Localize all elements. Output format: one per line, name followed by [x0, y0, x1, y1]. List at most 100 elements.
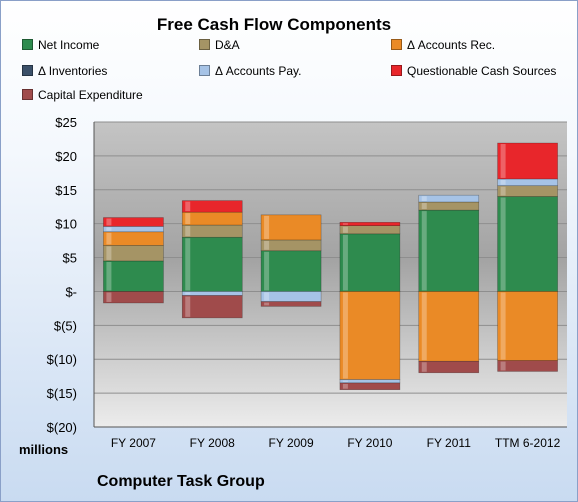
- bar-segment: [103, 231, 164, 246]
- bar-segment: [103, 260, 164, 292]
- x-tick-label: FY 2009: [269, 436, 314, 450]
- y-tick-label: $25: [55, 115, 77, 130]
- bar-highlight: [342, 383, 348, 389]
- y-tick-label: $20: [55, 149, 77, 164]
- bar-highlight: [264, 292, 270, 301]
- bar-segment: [339, 222, 401, 227]
- bar-segment: [497, 196, 558, 292]
- plot-background: [94, 122, 567, 427]
- chart-title: Free Cash Flow Components: [156, 15, 392, 34]
- bar-highlight: [421, 362, 427, 372]
- bar-segment: [260, 250, 322, 292]
- bar-segment: [103, 217, 164, 227]
- legend-swatch: [22, 89, 33, 100]
- bar-highlight: [500, 197, 506, 291]
- legend-swatch: [22, 65, 33, 76]
- bar-highlight: [185, 213, 191, 225]
- bar-highlight: [500, 292, 506, 360]
- bar-highlight: [185, 292, 191, 295]
- y-tick-label: $-: [65, 284, 77, 299]
- legend-swatch: [22, 39, 33, 50]
- bar-highlight: [264, 251, 270, 291]
- bar-highlight: [106, 218, 112, 226]
- legend-label: Questionable Cash Sources: [407, 64, 557, 78]
- bar-segment: [260, 291, 322, 302]
- bar-segment: [418, 291, 480, 362]
- legend-item: Questionable Cash Sources: [391, 64, 556, 78]
- bar-highlight: [500, 179, 506, 185]
- bar-segment: [103, 291, 164, 304]
- bar-highlight: [264, 302, 270, 306]
- legend-item: Net Income: [22, 38, 99, 52]
- y-tick-label: $(5): [54, 318, 77, 333]
- bar-highlight: [421, 202, 427, 210]
- legend-swatch: [391, 39, 402, 50]
- bar-segment: [339, 225, 401, 235]
- legend-label: Δ Accounts Pay.: [215, 64, 302, 78]
- legend-swatch: [199, 39, 210, 50]
- legend-swatch: [199, 65, 210, 76]
- bar-segment: [418, 194, 480, 203]
- bar-segment: [497, 185, 558, 197]
- x-tick-label: FY 2008: [190, 436, 235, 450]
- y-tick-label: $(15): [47, 386, 77, 401]
- legend-item: Δ Accounts Rec.: [391, 38, 495, 52]
- bar-highlight: [500, 361, 506, 371]
- bar-highlight: [185, 238, 191, 291]
- bar-segment: [181, 200, 243, 213]
- bar-highlight: [421, 292, 427, 361]
- legend-label: Net Income: [38, 38, 100, 52]
- x-tick-label: FY 2007: [111, 436, 156, 450]
- y-tick-label: $10: [55, 217, 77, 232]
- bar-segment: [418, 209, 480, 292]
- bar-segment: [181, 224, 243, 238]
- x-tick-label: FY 2010: [347, 436, 392, 450]
- bar-segment: [181, 211, 243, 226]
- bar-segment: [418, 201, 480, 211]
- bar-segment: [497, 291, 558, 361]
- bar-segment: [339, 382, 401, 391]
- legend-swatch: [391, 65, 402, 76]
- bar-segment: [339, 233, 401, 292]
- legend-item: D&A: [199, 38, 240, 52]
- bar-segment: [418, 360, 480, 374]
- y-tick-label: $5: [63, 251, 77, 266]
- bar-segment: [497, 142, 558, 180]
- bar-segment: [103, 226, 164, 233]
- y-tick-label: $(20): [47, 420, 77, 435]
- legend-item: Δ Accounts Pay.: [199, 64, 302, 78]
- bar-highlight: [264, 215, 270, 239]
- y-tick-label: $(10): [47, 352, 77, 367]
- legend-label: D&A: [215, 38, 240, 52]
- bar-segment: [181, 291, 243, 296]
- legend-item: Capital Expenditure: [22, 88, 143, 102]
- bar-segment: [260, 239, 322, 252]
- x-tick-label: FY 2011: [427, 436, 472, 450]
- bar-highlight: [106, 232, 112, 245]
- bar-highlight: [106, 227, 112, 231]
- bar-highlight: [342, 226, 348, 233]
- bar-segment: [260, 214, 322, 241]
- bar-highlight: [421, 196, 427, 201]
- y-tick-label: $15: [55, 183, 77, 198]
- bar-highlight: [185, 201, 191, 212]
- bar-highlight: [106, 292, 112, 302]
- bar-highlight: [342, 223, 348, 225]
- legend-label: Δ Accounts Rec.: [407, 38, 496, 52]
- bar-segment: [339, 379, 401, 384]
- bar-highlight: [106, 261, 112, 291]
- company-name: Computer Task Group: [97, 473, 265, 490]
- bar-segment: [339, 291, 401, 380]
- bar-segment: [497, 360, 558, 372]
- bar-segment: [181, 295, 243, 319]
- bar-segment: [260, 301, 322, 307]
- legend-item: Δ Inventories: [22, 64, 107, 78]
- bar-segment: [103, 245, 164, 262]
- bar-segment: [497, 178, 558, 187]
- bar-highlight: [185, 296, 191, 317]
- bar-highlight: [500, 186, 506, 196]
- bar-segment: [181, 236, 243, 292]
- bar-highlight: [342, 234, 348, 291]
